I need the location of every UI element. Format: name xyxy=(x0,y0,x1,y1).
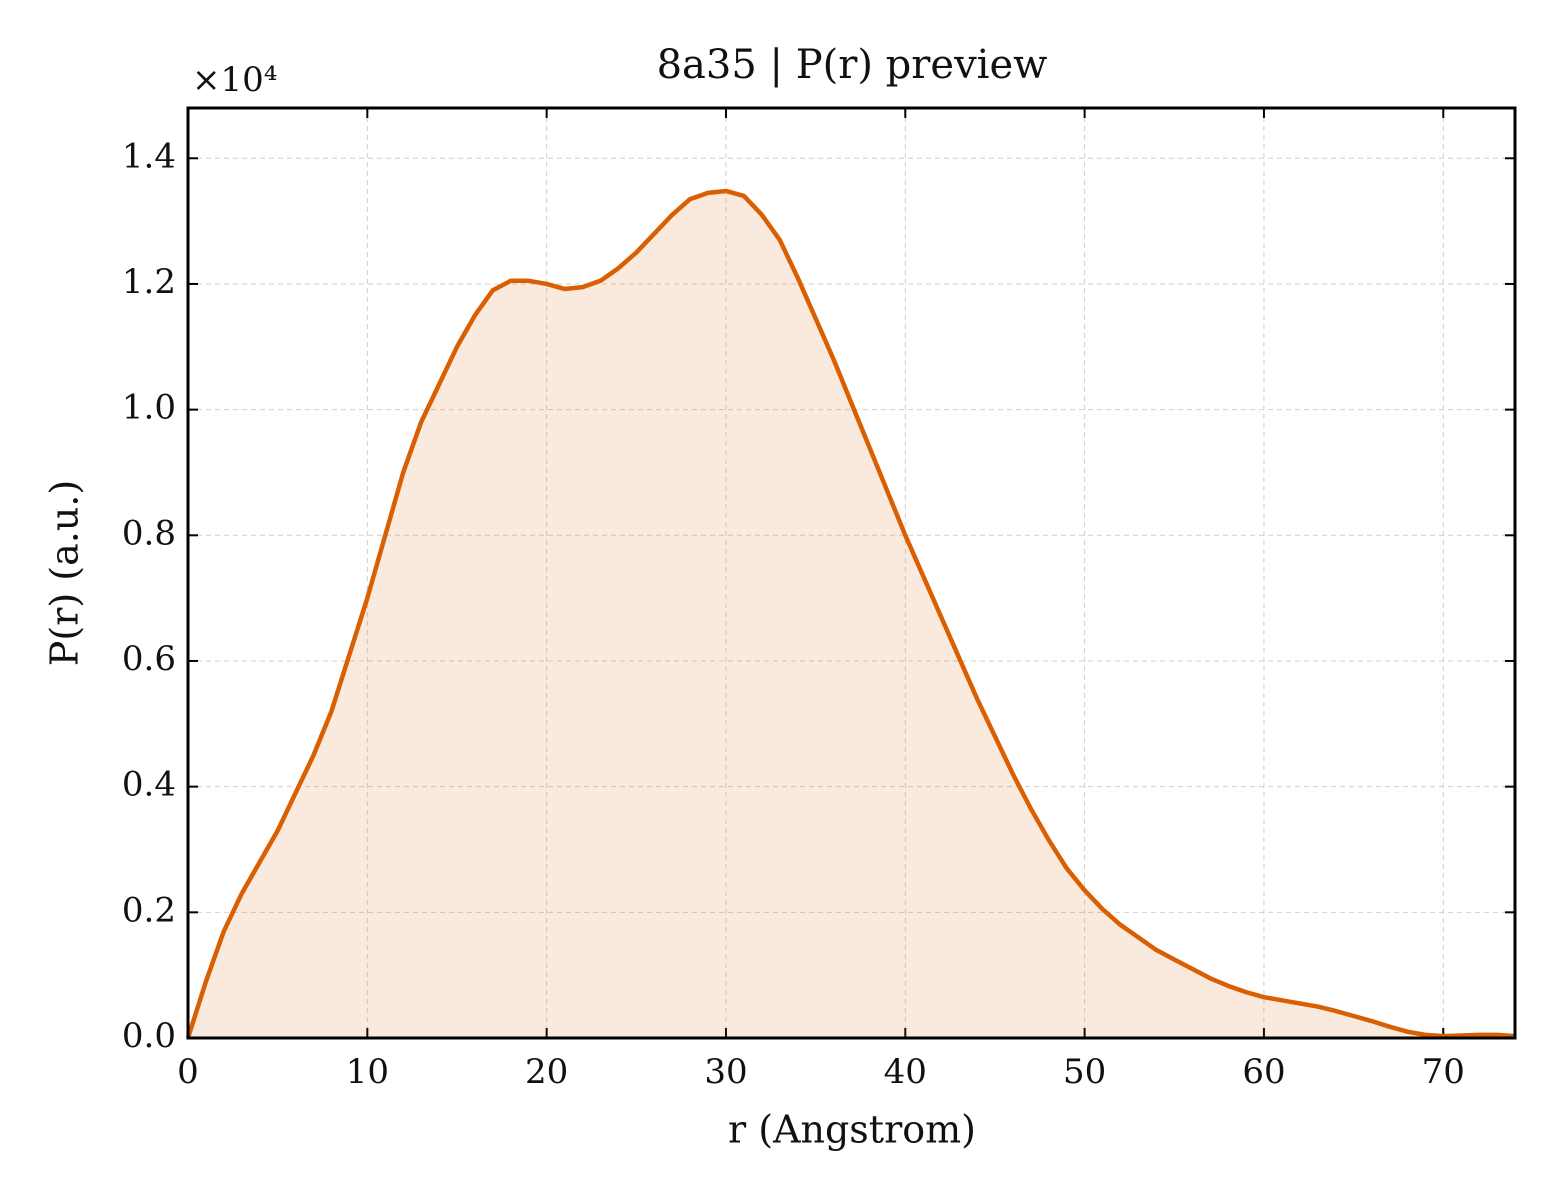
y-tick-label: 0.2 xyxy=(122,890,176,930)
y-tick-label: 0.8 xyxy=(122,513,176,553)
plot-frame xyxy=(186,106,1517,1040)
x-axis-label: r (Angstrom) xyxy=(728,1108,976,1152)
chart-title: 8a35 | P(r) preview xyxy=(657,42,1048,88)
x-tick-label: 30 xyxy=(704,1052,747,1092)
y-tick-label: 0.0 xyxy=(122,1016,176,1056)
y-axis-label: P(r) (a.u.) xyxy=(43,480,87,666)
x-tick-label: 20 xyxy=(525,1052,568,1092)
y-tick-label: 1.2 xyxy=(122,262,176,302)
y-tick-label: 0.6 xyxy=(122,639,176,679)
y-tick-label: 1.0 xyxy=(122,388,176,428)
area xyxy=(188,190,1515,1038)
x-tick-label: 0 xyxy=(177,1052,199,1092)
x-tick-label: 10 xyxy=(346,1052,389,1092)
y-tick-label: 1.4 xyxy=(122,136,176,176)
line xyxy=(185,188,1516,1039)
x-tick-label: 60 xyxy=(1242,1052,1285,1092)
x-tick-label: 70 xyxy=(1422,1052,1465,1092)
y-tick-label: 0.4 xyxy=(122,765,176,805)
y-offset-label: ×10⁴ xyxy=(192,60,277,100)
x-tick-label: 40 xyxy=(884,1052,927,1092)
x-tick-label: 50 xyxy=(1063,1052,1106,1092)
